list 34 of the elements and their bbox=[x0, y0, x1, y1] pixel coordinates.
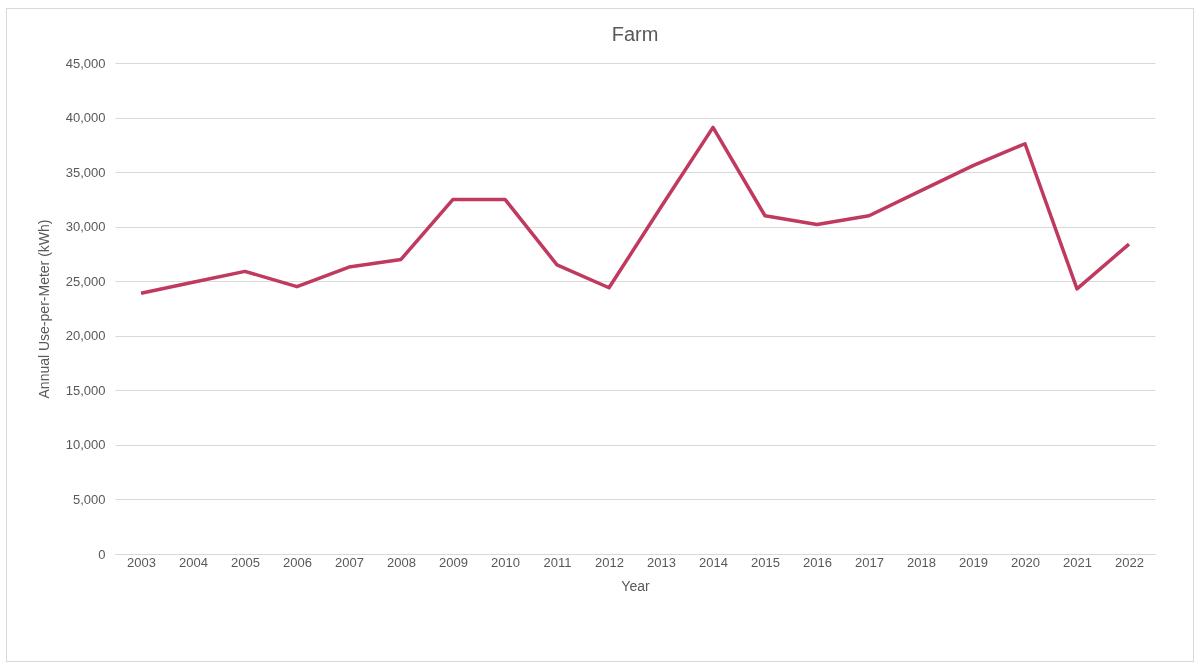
x-tick-label: 2014 bbox=[699, 554, 728, 570]
x-tick-label: 2004 bbox=[179, 554, 208, 570]
y-axis-title: Annual Use-per-Meter (kWh) bbox=[35, 219, 52, 399]
x-tick-label: 2003 bbox=[127, 554, 156, 570]
chart-title: Farm bbox=[611, 23, 659, 45]
y-tick-label: 25,000 bbox=[65, 273, 106, 289]
x-tick-label: 2011 bbox=[543, 554, 572, 570]
x-tick-label: 2020 bbox=[1011, 554, 1040, 570]
x-tick-label: 2016 bbox=[803, 554, 832, 570]
x-axis-title: Year bbox=[621, 577, 650, 594]
y-tick-label: 40,000 bbox=[65, 110, 106, 126]
y-tick-label: 15,000 bbox=[65, 382, 106, 398]
x-tick-label: 2005 bbox=[231, 554, 260, 570]
y-tick-label: 10,000 bbox=[65, 437, 106, 453]
x-tick-label: 2010 bbox=[491, 554, 520, 570]
y-tick-label: 30,000 bbox=[65, 219, 106, 235]
y-tick-label: 20,000 bbox=[65, 328, 106, 344]
y-tick-label: 5,000 bbox=[72, 491, 106, 507]
x-tick-label: 2018 bbox=[907, 554, 936, 570]
x-tick-label: 2017 bbox=[855, 554, 884, 570]
x-tick-label: 2009 bbox=[439, 554, 468, 570]
line-series bbox=[139, 125, 1131, 295]
y-tick-label: 35,000 bbox=[65, 164, 106, 180]
x-tick-label: 2007 bbox=[335, 554, 364, 570]
y-tick-label: 45,000 bbox=[65, 55, 106, 71]
x-tick-label: 2013 bbox=[647, 554, 676, 570]
x-tick-label: 2019 bbox=[959, 554, 988, 570]
x-tick-label: 2008 bbox=[387, 554, 416, 570]
x-tick-label: 2022 bbox=[1115, 554, 1144, 570]
x-tick-label: 2012 bbox=[595, 554, 624, 570]
x-tick-label: 2006 bbox=[283, 554, 312, 570]
x-tick-label: 2021 bbox=[1063, 554, 1092, 570]
x-tick-label: 2015 bbox=[751, 554, 780, 570]
y-tick-label: 0 bbox=[98, 546, 106, 562]
